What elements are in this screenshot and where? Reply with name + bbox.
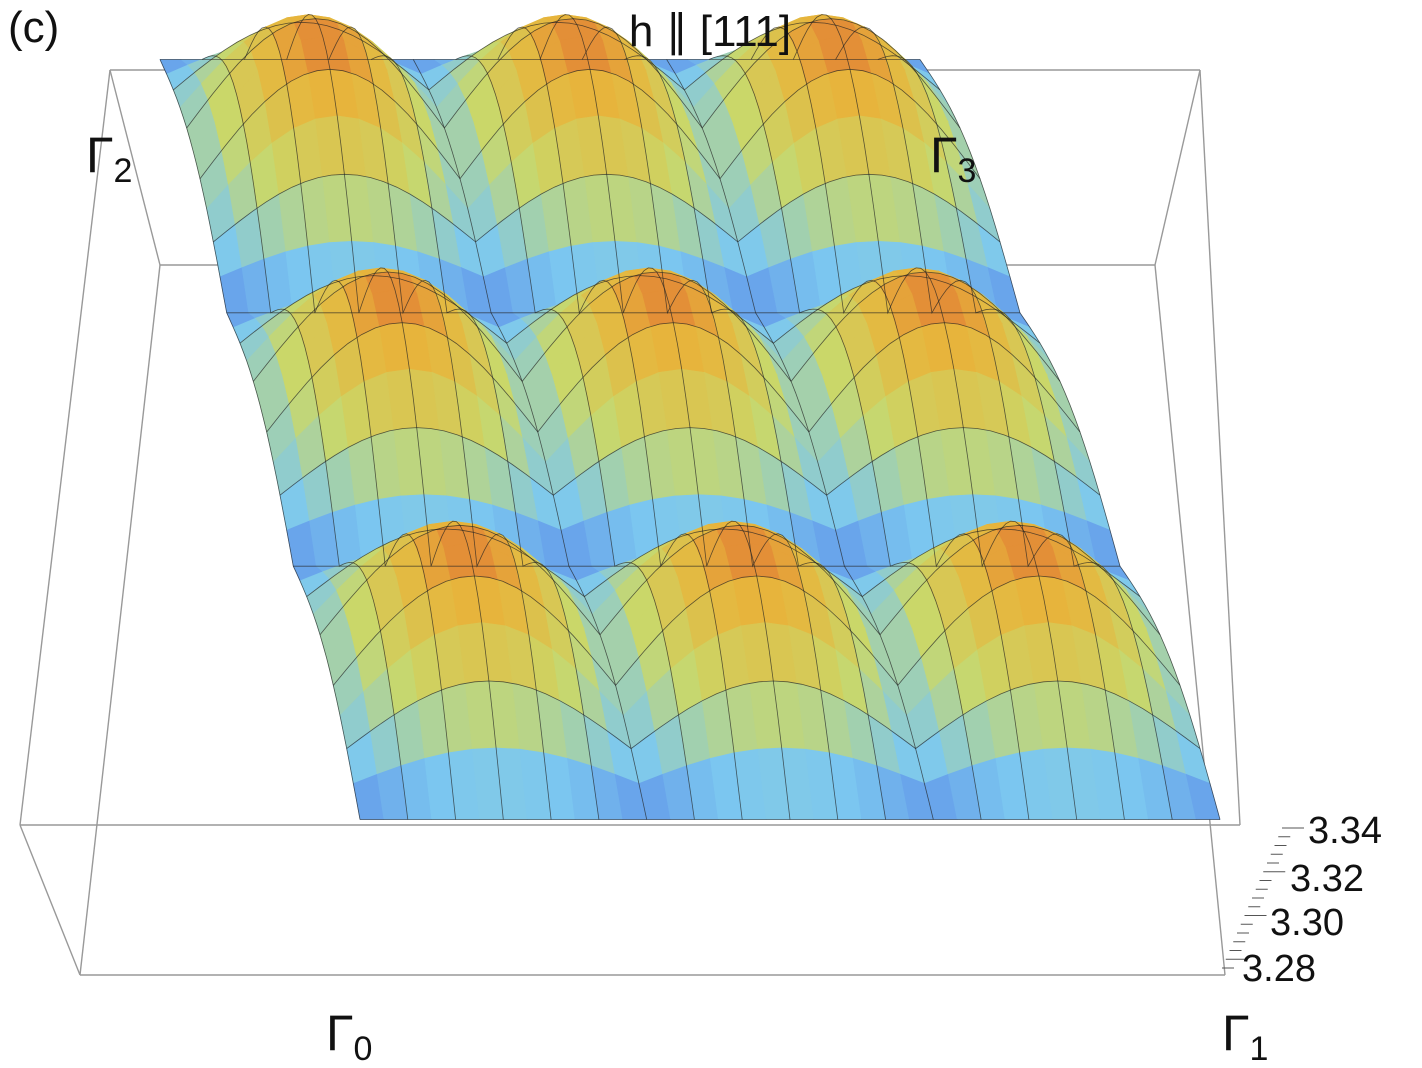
mesh-line — [239, 275, 1041, 344]
mesh-line — [497, 26, 743, 820]
corner-symbol: Γ — [326, 1005, 354, 1061]
corner-subscript: 3 — [957, 152, 977, 190]
corner-subscript: 2 — [113, 152, 133, 190]
mesh-line — [346, 680, 1201, 750]
mesh-line — [306, 528, 1141, 598]
mesh-line — [252, 271, 1061, 383]
corner-label-gamma3: Γ3 — [930, 130, 976, 188]
mesh-line — [539, 14, 791, 820]
bounding-box-edge — [1154, 69, 1201, 266]
corner-symbol: Γ — [86, 127, 114, 183]
corner-label-gamma1: Γ1 — [1222, 1008, 1268, 1066]
mesh-line — [286, 14, 504, 820]
mesh-line — [750, 26, 1030, 820]
mesh-line — [370, 55, 600, 820]
mesh-line — [792, 14, 1078, 820]
mesh-line — [279, 427, 1101, 496]
corner-label-gamma2: Γ2 — [86, 130, 132, 188]
bounding-box-edge — [1199, 69, 1241, 826]
mesh-line — [666, 59, 934, 820]
mesh-line — [412, 59, 648, 820]
mesh-line — [202, 55, 409, 820]
corner-subscript: 0 — [353, 1030, 373, 1068]
mesh-line — [266, 322, 1081, 433]
corner-label-gamma0: Γ0 — [326, 1008, 372, 1066]
z-tick-label: 3.30 — [1270, 902, 1344, 944]
bounding-box-edge — [19, 69, 111, 826]
mesh-line — [328, 26, 552, 820]
mesh-line — [624, 55, 886, 820]
mesh-line — [244, 26, 456, 820]
mesh-line — [199, 68, 981, 180]
bounding-box-edge — [79, 264, 161, 976]
z-tick-label: 3.32 — [1290, 858, 1364, 900]
z-tick-label: 3.34 — [1308, 810, 1382, 852]
mesh-line — [708, 55, 982, 820]
corner-subscript: 1 — [1249, 1030, 1269, 1068]
mesh-line — [186, 18, 961, 129]
mesh-line — [213, 173, 1001, 243]
mesh-line — [877, 55, 1173, 820]
panel-label: (c) — [8, 3, 60, 52]
corner-symbol: Γ — [930, 127, 958, 183]
plot-title: h ∥ [111] — [628, 7, 792, 56]
mesh-line — [173, 21, 941, 91]
bounding-box-edge — [1154, 264, 1226, 976]
mesh-line — [332, 575, 1181, 687]
mesh-line — [159, 59, 361, 820]
mesh-line — [455, 55, 695, 820]
mesh-line — [835, 26, 1125, 820]
bounding-box-edge — [109, 69, 161, 266]
mesh-line — [919, 59, 1221, 820]
mesh-line — [319, 524, 1161, 636]
z-tick-label: 3.28 — [1242, 948, 1316, 990]
corner-symbol: Γ — [1222, 1005, 1250, 1061]
bounding-box-edge — [19, 824, 81, 976]
